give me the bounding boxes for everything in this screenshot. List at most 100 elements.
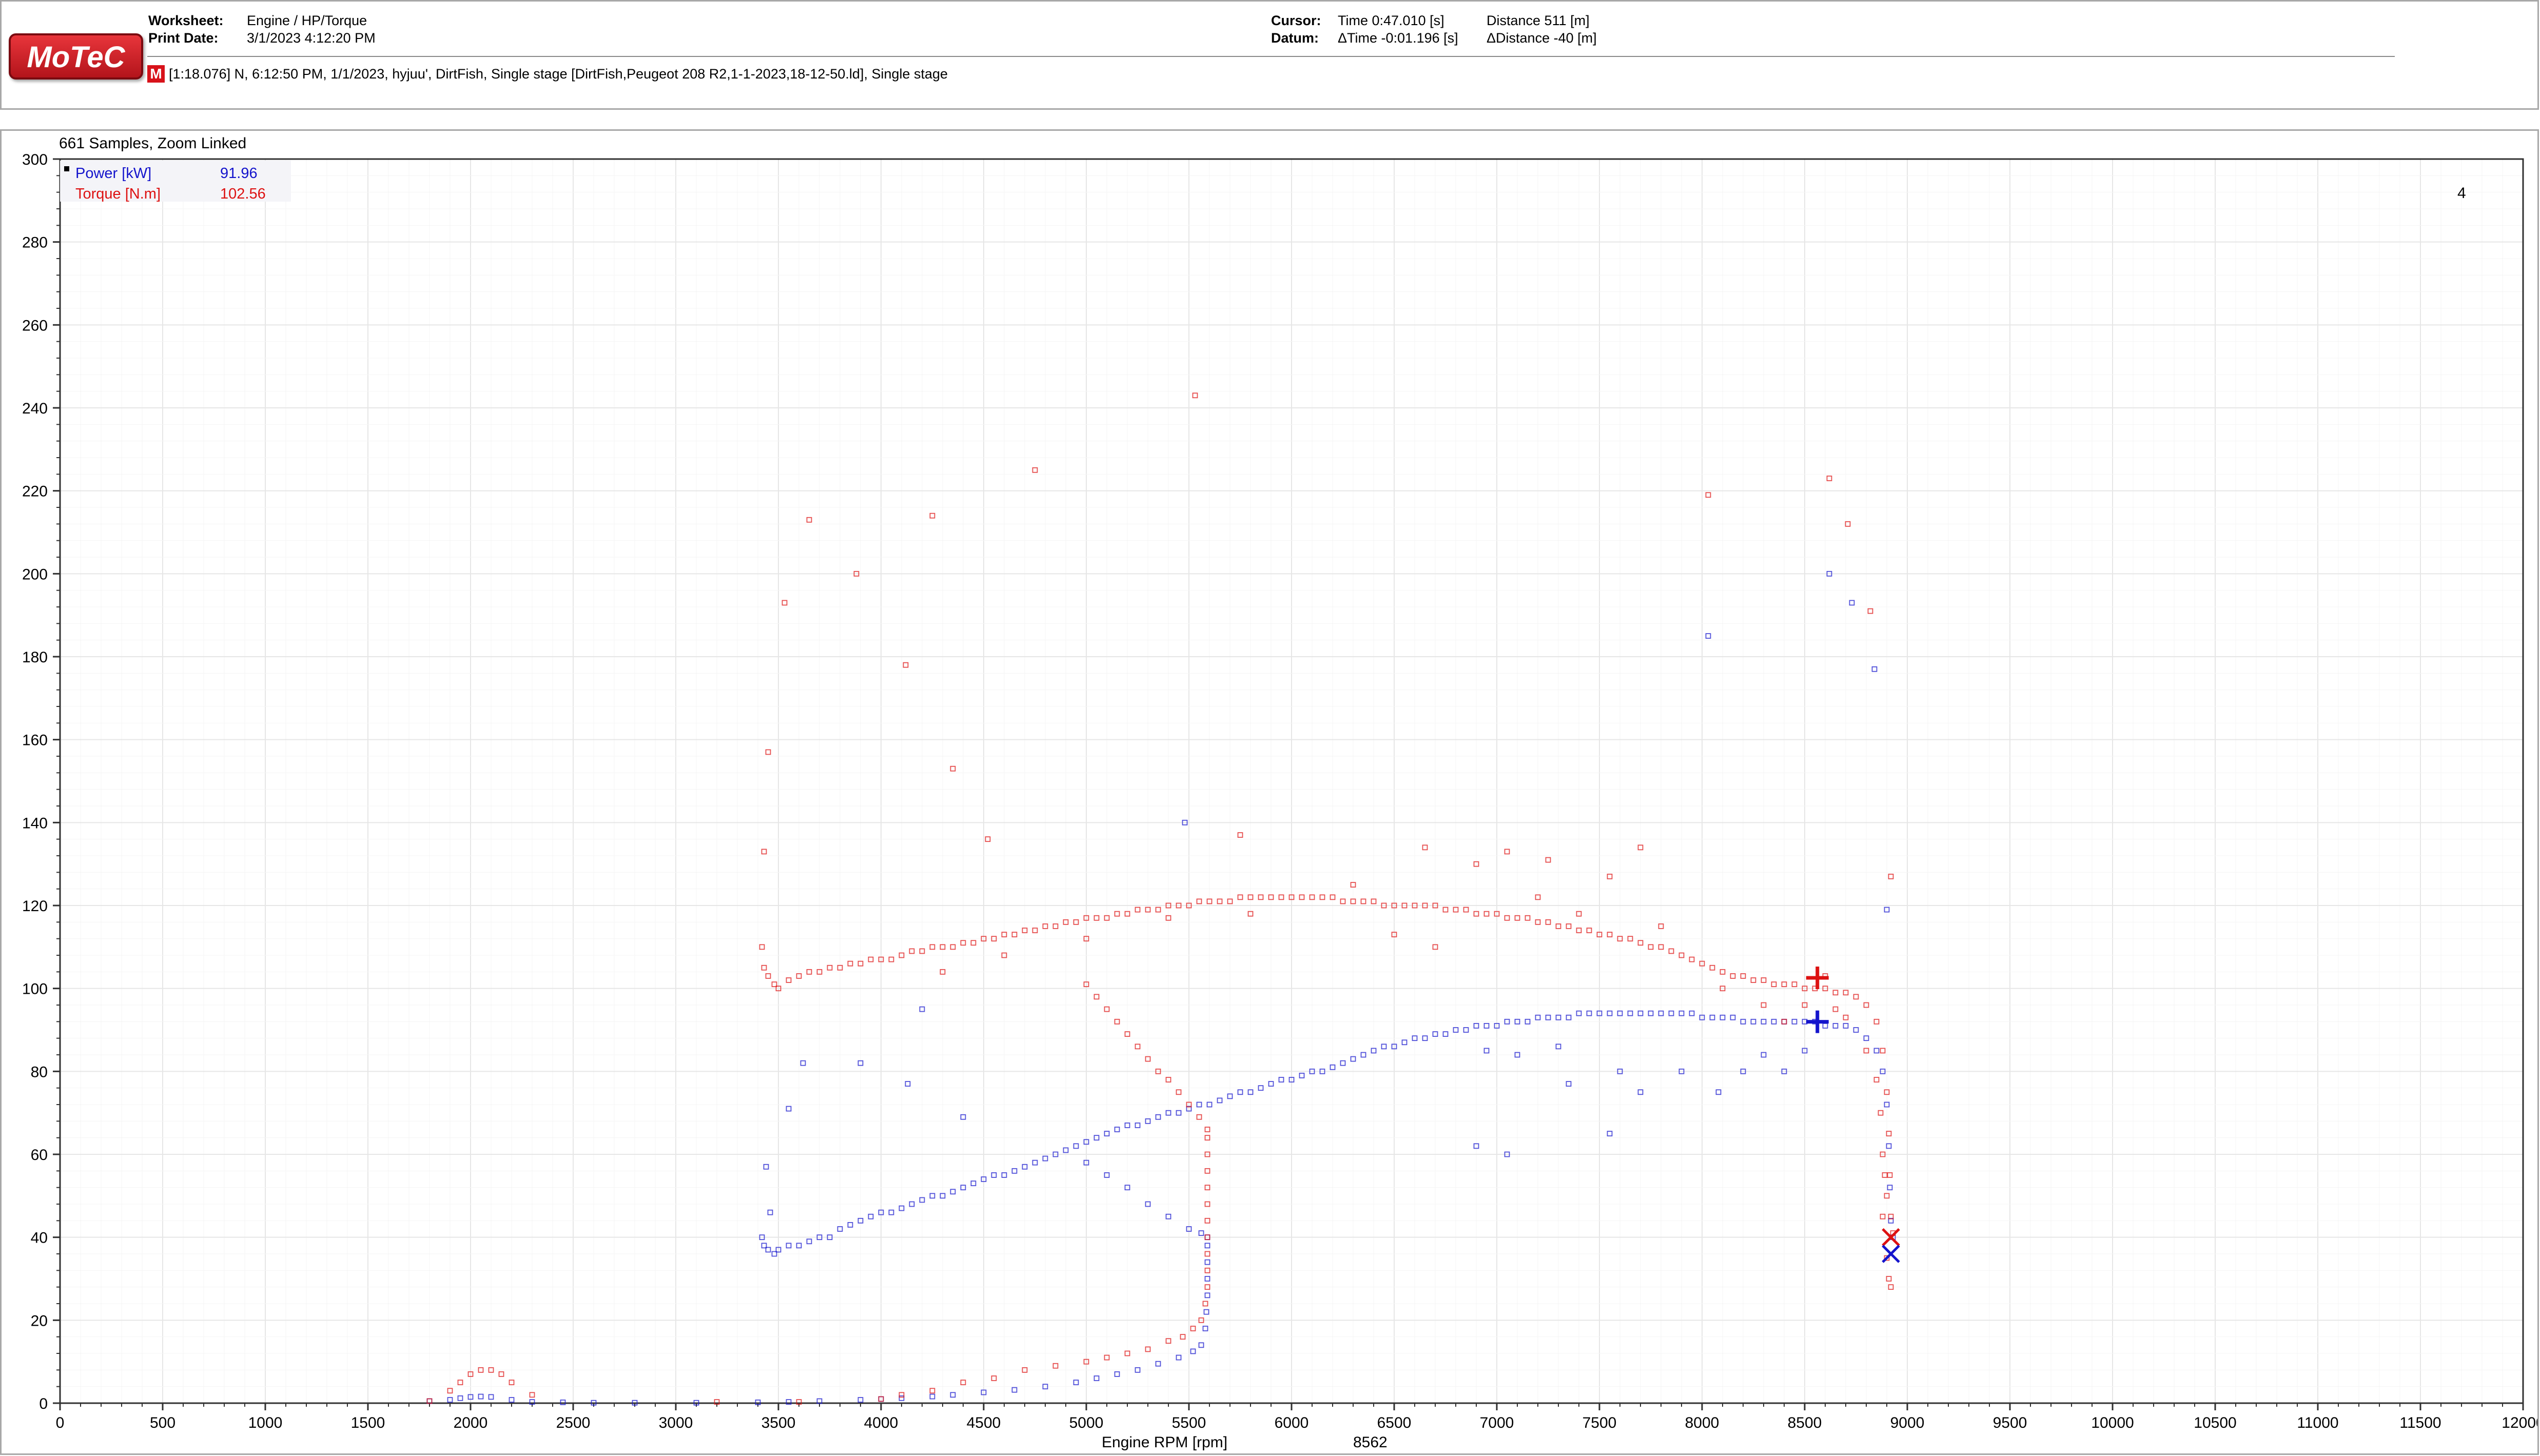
torque-point	[1204, 1185, 1210, 1191]
power-point	[1483, 1048, 1490, 1054]
power-point	[560, 1399, 566, 1405]
power-point	[1114, 1127, 1120, 1132]
power-point	[1135, 1123, 1141, 1128]
power-point	[905, 1081, 911, 1087]
torque-point	[929, 944, 935, 950]
torque-point	[1042, 923, 1048, 929]
torque-point	[1617, 936, 1623, 942]
torque-point	[1083, 915, 1089, 921]
power-point	[1720, 1014, 1726, 1020]
power-point	[1463, 1027, 1469, 1033]
power-point	[1340, 1060, 1346, 1066]
power-point	[981, 1176, 987, 1182]
torque-point	[1607, 932, 1613, 937]
torque-point	[1412, 902, 1418, 909]
power-point	[991, 1172, 997, 1178]
power-point	[816, 1234, 823, 1241]
torque-point	[1873, 1077, 1880, 1083]
torque-point	[1627, 936, 1633, 942]
torque-point	[1083, 981, 1089, 987]
torque-point	[950, 765, 956, 772]
torque-point	[1720, 969, 1726, 975]
torque-point	[781, 600, 788, 606]
torque-point	[796, 973, 802, 979]
torque-point	[1791, 981, 1797, 987]
torque-point	[1514, 915, 1520, 921]
torque-point	[1204, 1201, 1210, 1207]
power-point	[1176, 1110, 1182, 1116]
x-tick-label: 11000	[2297, 1414, 2338, 1431]
torque-point	[1196, 1114, 1202, 1120]
power-point	[1227, 1093, 1233, 1099]
power-point	[775, 1247, 781, 1253]
torque-point	[1268, 894, 1274, 900]
power-point	[1826, 570, 1832, 577]
torque-point	[857, 960, 864, 967]
torque-point	[765, 973, 771, 979]
torque-point	[1022, 1367, 1028, 1373]
torque-point	[1867, 608, 1873, 614]
power-point	[1204, 1292, 1210, 1298]
torque-point	[1165, 915, 1171, 921]
torque-point	[1432, 902, 1438, 909]
hp-torque-scatter-plot[interactable]: 0204060801001201401601802002202402602803…	[2, 131, 2537, 1453]
power-point	[759, 1234, 765, 1241]
torque-point	[796, 1399, 802, 1405]
power-point	[1299, 1073, 1305, 1078]
power-point	[1832, 1023, 1839, 1029]
power-point	[1190, 1348, 1196, 1354]
datum-time: ΔTime -0:01.196 [s]	[1338, 30, 1458, 46]
torque-point	[1843, 1014, 1849, 1020]
torque-cursor-marker	[1806, 966, 1829, 989]
torque-point	[806, 517, 812, 523]
power-point	[827, 1234, 833, 1241]
torque-point	[1637, 844, 1644, 851]
torque-point	[806, 969, 812, 975]
torque-point	[1124, 1350, 1130, 1356]
power-point	[970, 1180, 976, 1186]
header-divider	[147, 56, 2395, 57]
power-point	[981, 1389, 987, 1395]
torque-point	[1330, 894, 1336, 900]
torque-point	[1124, 911, 1130, 917]
torque-point	[1422, 844, 1428, 851]
torque-point	[1104, 1354, 1110, 1361]
x-cursor-value: 8562	[1353, 1434, 1388, 1451]
power-point	[1740, 1018, 1746, 1025]
torque-point	[1473, 861, 1479, 867]
chart-panel[interactable]: 0 20 40 60 80 100 120 140 160 180 200 220 240 260 280 3…	[0, 129, 2539, 1455]
power-point	[847, 1222, 853, 1228]
torque-point	[1114, 1018, 1120, 1025]
power-point	[1202, 1326, 1208, 1331]
power-point	[1648, 1010, 1654, 1016]
power-point	[1535, 1014, 1541, 1020]
power-point	[1432, 1031, 1438, 1037]
power-point	[1886, 1143, 1892, 1149]
torque-point	[498, 1371, 504, 1377]
torque-point	[1288, 894, 1295, 900]
power-point	[919, 1006, 925, 1012]
torque-point	[1011, 932, 1018, 937]
x-tick-label: 4500	[967, 1414, 1001, 1431]
power-point	[1319, 1068, 1325, 1074]
power-point	[1196, 1101, 1202, 1108]
power-point	[1873, 1048, 1880, 1054]
power-point	[1761, 1018, 1767, 1025]
torque-point	[1114, 911, 1120, 917]
torque-point	[837, 965, 843, 971]
torque-point	[1247, 894, 1254, 900]
torque-point	[1186, 1101, 1192, 1108]
power-point	[1145, 1201, 1151, 1207]
power-point	[1627, 1010, 1633, 1016]
torque-point	[940, 969, 946, 975]
power-point	[919, 1197, 925, 1203]
power-point	[1073, 1143, 1079, 1149]
power-point	[960, 1114, 966, 1120]
torque-point	[1124, 1031, 1130, 1037]
torque-point	[1093, 994, 1100, 1000]
power-point	[1853, 1027, 1859, 1033]
power-point	[1104, 1172, 1110, 1178]
power-point	[878, 1209, 884, 1215]
power-point	[591, 1400, 597, 1406]
power-point	[1699, 1014, 1705, 1020]
